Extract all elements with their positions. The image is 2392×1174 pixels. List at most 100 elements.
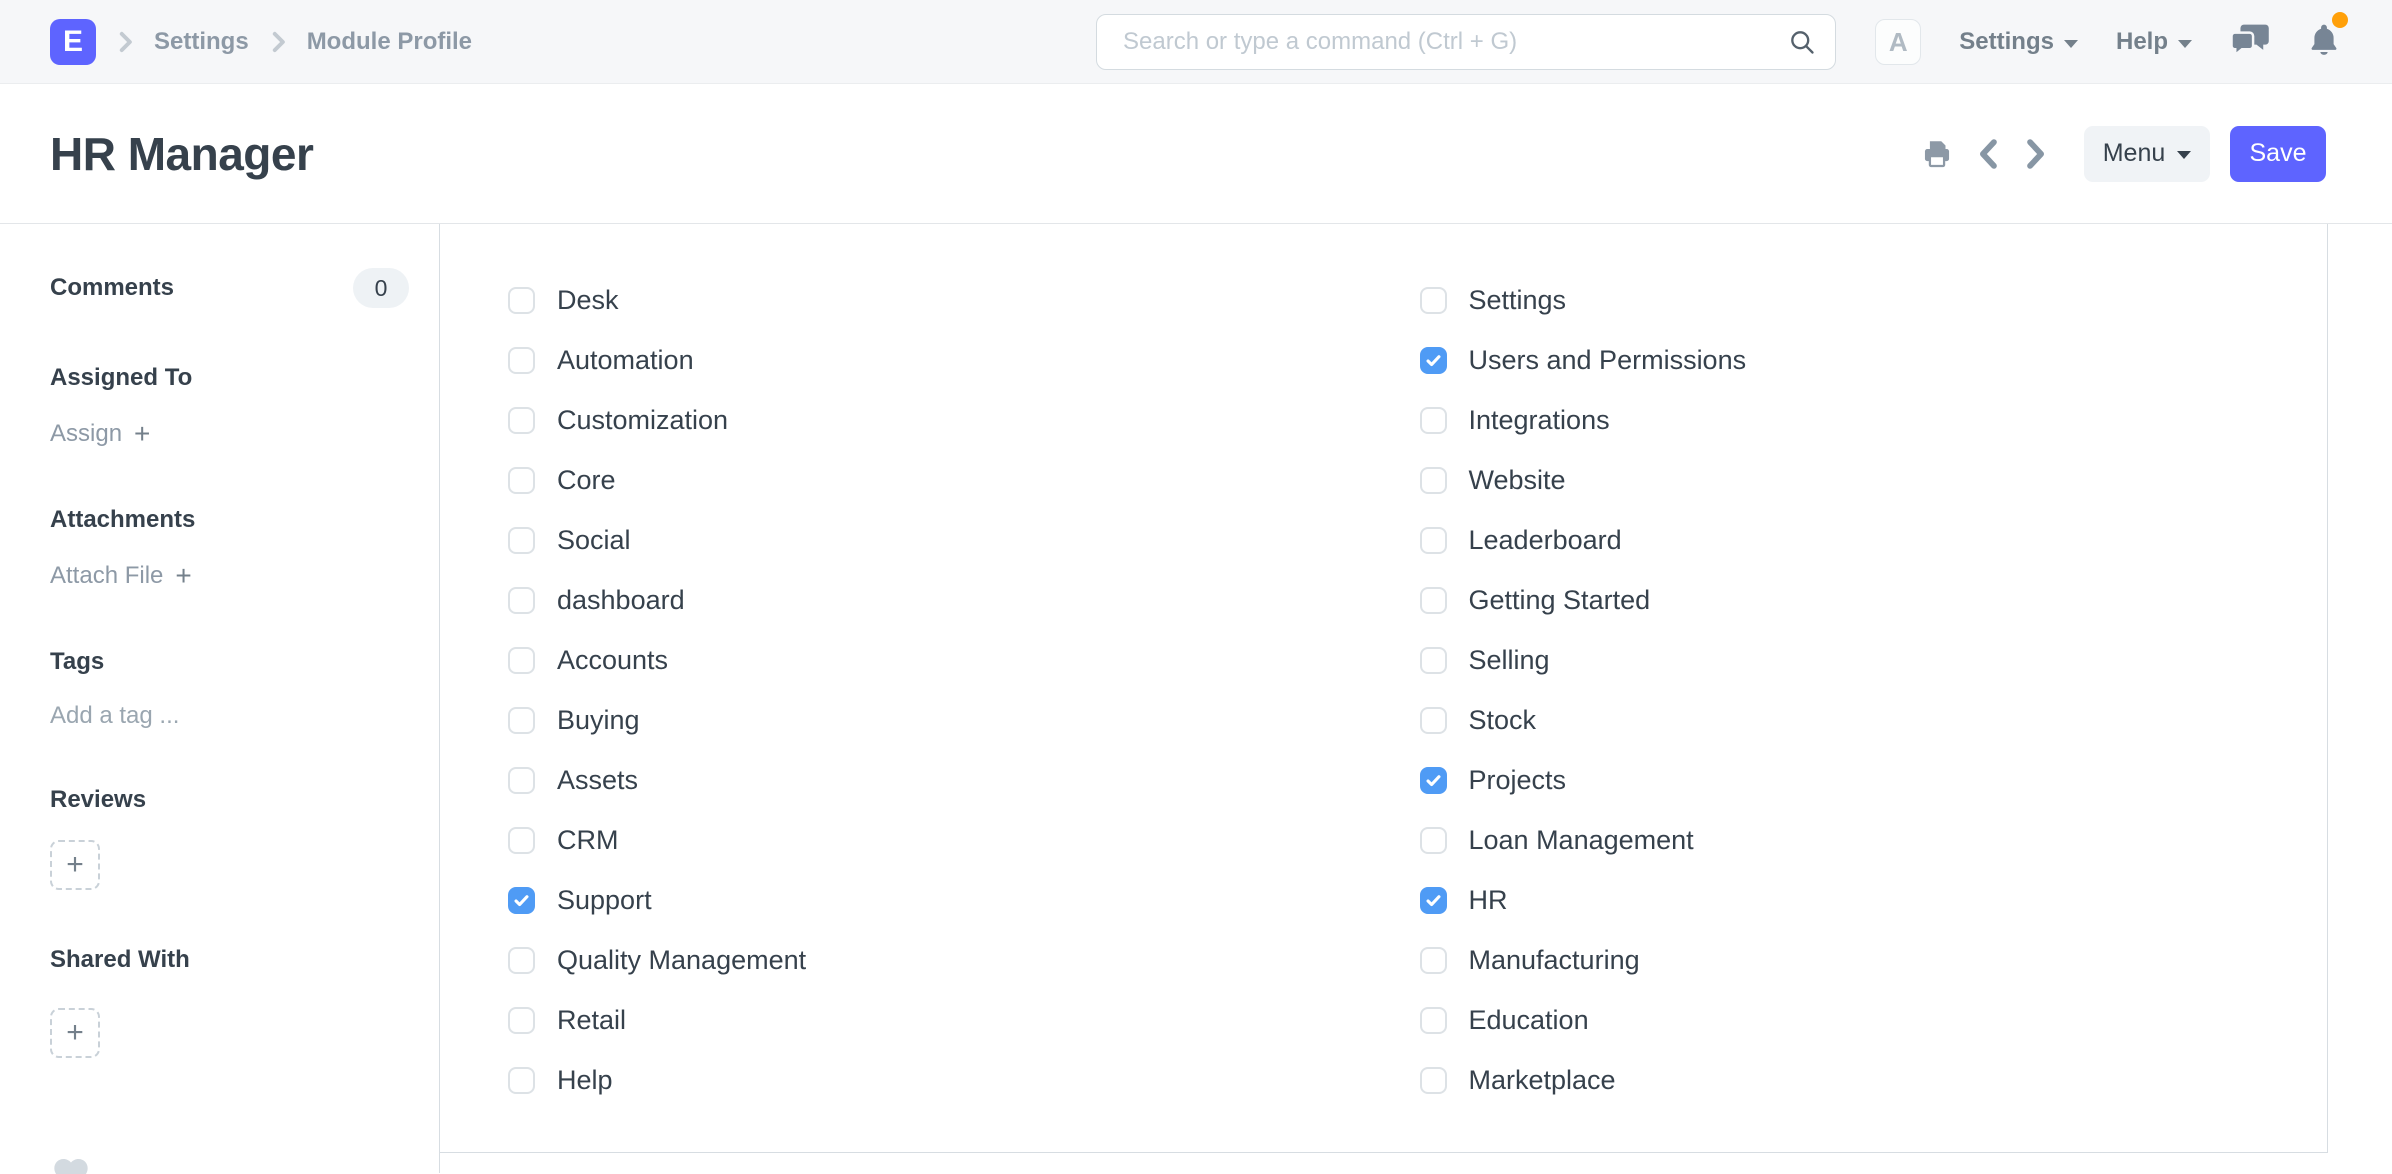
module-label-support[interactable]: Support xyxy=(557,884,652,915)
module-label-buying[interactable]: Buying xyxy=(557,704,640,735)
module-label-stock[interactable]: Stock xyxy=(1468,704,1537,735)
module-checkbox-manufacturing[interactable] xyxy=(1419,946,1447,974)
module-label-marketplace[interactable]: Marketplace xyxy=(1468,1064,1616,1095)
like-heart-icon[interactable] xyxy=(50,1154,409,1174)
module-label-crm[interactable]: CRM xyxy=(557,824,619,855)
module-checkbox-stock[interactable] xyxy=(1419,706,1447,734)
navbar-actions: A Settings Help xyxy=(1875,0,2348,84)
module-checkbox-support[interactable] xyxy=(508,886,535,914)
module-checkbox-assets[interactable] xyxy=(508,766,535,794)
module-row-buying: Buying xyxy=(508,690,1384,750)
module-label-automation[interactable]: Automation xyxy=(557,344,694,375)
module-checkbox-projects[interactable] xyxy=(1419,766,1447,794)
user-avatar[interactable]: A xyxy=(1875,19,1922,65)
attach-file-label: Attach File xyxy=(50,562,164,589)
module-row-settings: Settings xyxy=(1419,270,2328,330)
module-checkbox-marketplace[interactable] xyxy=(1419,1066,1447,1094)
assign-button[interactable]: Assign + xyxy=(50,418,150,450)
module-checkbox-getting-started[interactable] xyxy=(1419,586,1447,614)
add-review-button[interactable]: + xyxy=(50,840,100,890)
chat-button[interactable] xyxy=(2230,23,2270,62)
notification-badge-dot xyxy=(2332,11,2348,28)
module-checkbox-buying[interactable] xyxy=(508,706,535,734)
module-label-projects[interactable]: Projects xyxy=(1468,764,1567,795)
page-body: Comments 0 Assigned To Assign + Attachme… xyxy=(0,224,2392,1174)
module-profile-form: Desk Automation Customization Core Social das… xyxy=(440,224,2328,1153)
module-checkbox-crm[interactable] xyxy=(508,826,535,854)
plus-icon: + xyxy=(134,418,151,449)
attachments-label: Attachments xyxy=(50,506,196,533)
print-button[interactable] xyxy=(1920,137,1954,171)
module-label-integrations[interactable]: Integrations xyxy=(1468,404,1610,435)
module-label-website[interactable]: Website xyxy=(1468,464,1566,495)
module-checkbox-loan-management[interactable] xyxy=(1419,826,1447,854)
module-checkbox-accounts[interactable] xyxy=(508,646,535,674)
prev-record-button[interactable] xyxy=(1974,137,2002,171)
breadcrumb-settings[interactable]: Settings xyxy=(154,27,249,55)
add-tag-input[interactable]: Add a tag ... xyxy=(50,702,180,729)
module-checkbox-integrations[interactable] xyxy=(1419,406,1447,434)
module-checkbox-automation[interactable] xyxy=(508,346,535,374)
module-row-social: Social xyxy=(508,510,1384,570)
plus-icon: + xyxy=(175,560,192,591)
module-checkbox-website[interactable] xyxy=(1419,466,1447,494)
module-checkbox-quality-management[interactable] xyxy=(508,946,535,974)
module-checkbox-settings[interactable] xyxy=(1419,286,1447,314)
breadcrumb: E Settings Module Profile xyxy=(0,18,473,65)
module-checkbox-retail[interactable] xyxy=(508,1006,535,1034)
module-row-integrations: Integrations xyxy=(1419,390,2328,450)
breadcrumb-module-profile[interactable]: Module Profile xyxy=(306,27,473,55)
module-label-assets[interactable]: Assets xyxy=(557,764,639,795)
module-checkbox-hr[interactable] xyxy=(1419,886,1447,914)
module-checkbox-dashboard[interactable] xyxy=(508,586,535,614)
search-icon[interactable] xyxy=(1788,28,1816,56)
module-checkbox-education[interactable] xyxy=(1419,1006,1447,1034)
comments-section[interactable]: Comments 0 xyxy=(50,268,409,308)
help-dropdown[interactable]: Help xyxy=(2116,28,2192,56)
attach-file-button[interactable]: Attach File + xyxy=(50,560,192,592)
app-logo[interactable]: E xyxy=(50,18,96,65)
notifications-button[interactable] xyxy=(2308,11,2348,63)
module-row-projects: Projects xyxy=(1419,750,2328,810)
menu-button[interactable]: Menu xyxy=(2084,125,2210,182)
module-label-loan-management[interactable]: Loan Management xyxy=(1468,824,1694,855)
reviews-label: Reviews xyxy=(50,786,147,813)
module-label-customization[interactable]: Customization xyxy=(557,404,729,435)
reviews-section: Reviews + xyxy=(50,786,409,890)
module-checkbox-leaderboard[interactable] xyxy=(1419,526,1447,554)
search-input[interactable] xyxy=(1096,14,1836,70)
module-label-retail[interactable]: Retail xyxy=(557,1004,627,1035)
module-label-manufacturing[interactable]: Manufacturing xyxy=(1468,944,1640,975)
next-record-button[interactable] xyxy=(2022,137,2050,171)
module-checkbox-core[interactable] xyxy=(508,466,535,494)
module-row-support: Support xyxy=(508,870,1384,930)
comments-label: Comments xyxy=(50,274,175,301)
save-button[interactable]: Save xyxy=(2230,125,2326,182)
module-label-hr[interactable]: HR xyxy=(1468,884,1508,915)
module-label-dashboard[interactable]: dashboard xyxy=(557,584,685,615)
module-checkbox-help[interactable] xyxy=(508,1066,535,1094)
add-share-button[interactable]: + xyxy=(50,1008,100,1058)
module-checkbox-selling[interactable] xyxy=(1419,646,1447,674)
module-label-help[interactable]: Help xyxy=(557,1064,613,1095)
module-label-accounts[interactable]: Accounts xyxy=(557,644,669,675)
module-checkbox-desk[interactable] xyxy=(508,286,535,314)
module-label-core[interactable]: Core xyxy=(557,464,616,495)
module-label-desk[interactable]: Desk xyxy=(557,284,619,315)
module-row-help: Help xyxy=(508,1050,1384,1110)
settings-dropdown[interactable]: Settings xyxy=(1959,28,2078,56)
module-checkbox-social[interactable] xyxy=(508,526,535,554)
module-label-getting-started[interactable]: Getting Started xyxy=(1468,584,1651,615)
module-label-social[interactable]: Social xyxy=(557,524,631,555)
module-label-leaderboard[interactable]: Leaderboard xyxy=(1468,524,1622,555)
module-row-loan-management: Loan Management xyxy=(1419,810,2328,870)
module-label-settings[interactable]: Settings xyxy=(1468,284,1567,315)
module-label-education[interactable]: Education xyxy=(1468,1004,1589,1035)
module-label-quality-management[interactable]: Quality Management xyxy=(557,944,807,975)
comments-count-badge: 0 xyxy=(353,268,409,308)
global-search xyxy=(1096,14,1836,70)
module-label-selling[interactable]: Selling xyxy=(1468,644,1550,675)
module-checkbox-customization[interactable] xyxy=(508,406,535,434)
module-label-users-and-permissions[interactable]: Users and Permissions xyxy=(1468,344,1747,375)
module-checkbox-users-and-permissions[interactable] xyxy=(1419,346,1447,374)
